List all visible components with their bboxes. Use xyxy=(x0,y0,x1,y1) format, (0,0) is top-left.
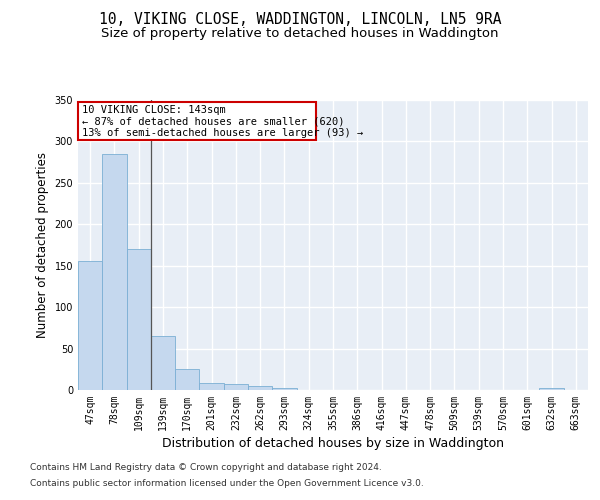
Bar xyxy=(248,386,272,390)
Text: ← 87% of detached houses are smaller (620): ← 87% of detached houses are smaller (62… xyxy=(82,116,344,126)
Bar xyxy=(102,154,127,390)
Bar xyxy=(151,336,175,390)
Bar xyxy=(127,249,151,390)
FancyBboxPatch shape xyxy=(78,102,316,140)
Bar xyxy=(199,382,224,390)
Bar xyxy=(539,388,564,390)
Text: 13% of semi-detached houses are larger (93) →: 13% of semi-detached houses are larger (… xyxy=(82,128,363,138)
Text: Size of property relative to detached houses in Waddington: Size of property relative to detached ho… xyxy=(101,28,499,40)
Bar xyxy=(224,384,248,390)
Y-axis label: Number of detached properties: Number of detached properties xyxy=(36,152,49,338)
Text: Contains HM Land Registry data © Crown copyright and database right 2024.: Contains HM Land Registry data © Crown c… xyxy=(30,464,382,472)
X-axis label: Distribution of detached houses by size in Waddington: Distribution of detached houses by size … xyxy=(162,437,504,450)
Bar xyxy=(78,260,102,390)
Bar xyxy=(175,370,199,390)
Bar xyxy=(272,388,296,390)
Text: Contains public sector information licensed under the Open Government Licence v3: Contains public sector information licen… xyxy=(30,478,424,488)
Text: 10, VIKING CLOSE, WADDINGTON, LINCOLN, LN5 9RA: 10, VIKING CLOSE, WADDINGTON, LINCOLN, L… xyxy=(99,12,501,28)
Text: 10 VIKING CLOSE: 143sqm: 10 VIKING CLOSE: 143sqm xyxy=(82,105,226,115)
